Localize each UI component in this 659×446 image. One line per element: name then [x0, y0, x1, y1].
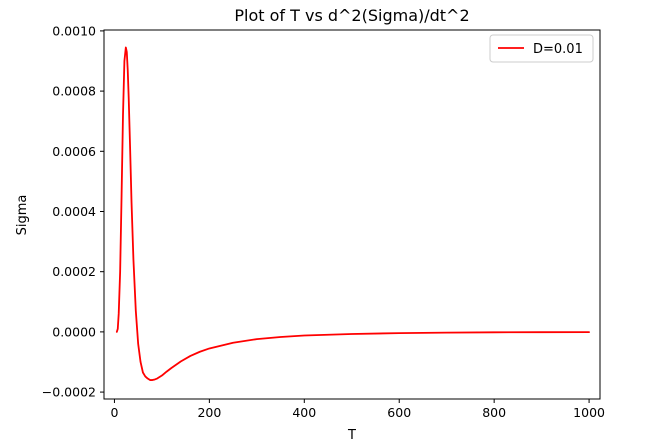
legend-box	[489, 34, 594, 63]
x-tick-label: 1000	[573, 405, 605, 420]
y-axis-ticks: −0.0002 0.0000 0.0002 0.0004 0.0006 0.0008 0.0…	[42, 23, 104, 400]
y-axis-label: Sigma	[15, 195, 30, 236]
x-tick-label: 200	[197, 405, 221, 420]
y-tick-label: 0.0008	[52, 84, 96, 99]
x-tick-label: 600	[387, 405, 411, 420]
y-tick-label: 0.0010	[52, 23, 96, 38]
legend: D=0.01	[489, 34, 594, 63]
x-tick-label: 0	[110, 405, 118, 420]
x-axis-ticks: 0 200 400 600 800 1000	[110, 399, 605, 420]
y-tick-label: 0.0002	[52, 264, 96, 279]
y-tick-label: 0.0004	[52, 204, 96, 219]
y-tick-label: −0.0002	[42, 385, 96, 400]
x-tick-label: 800	[482, 405, 506, 420]
y-tick-label: 0.0000	[52, 324, 96, 339]
plot-frame	[103, 29, 601, 400]
y-tick-label: 0.0006	[52, 144, 96, 159]
series-line-0	[115, 46, 590, 381]
x-axis-label: T	[347, 428, 356, 443]
chart-title: Plot of T vs d^2(Sigma)/dt^2	[234, 6, 469, 25]
x-tick-label: 400	[292, 405, 316, 420]
legend-label: D=0.01	[533, 42, 583, 57]
plot-area	[103, 29, 601, 400]
